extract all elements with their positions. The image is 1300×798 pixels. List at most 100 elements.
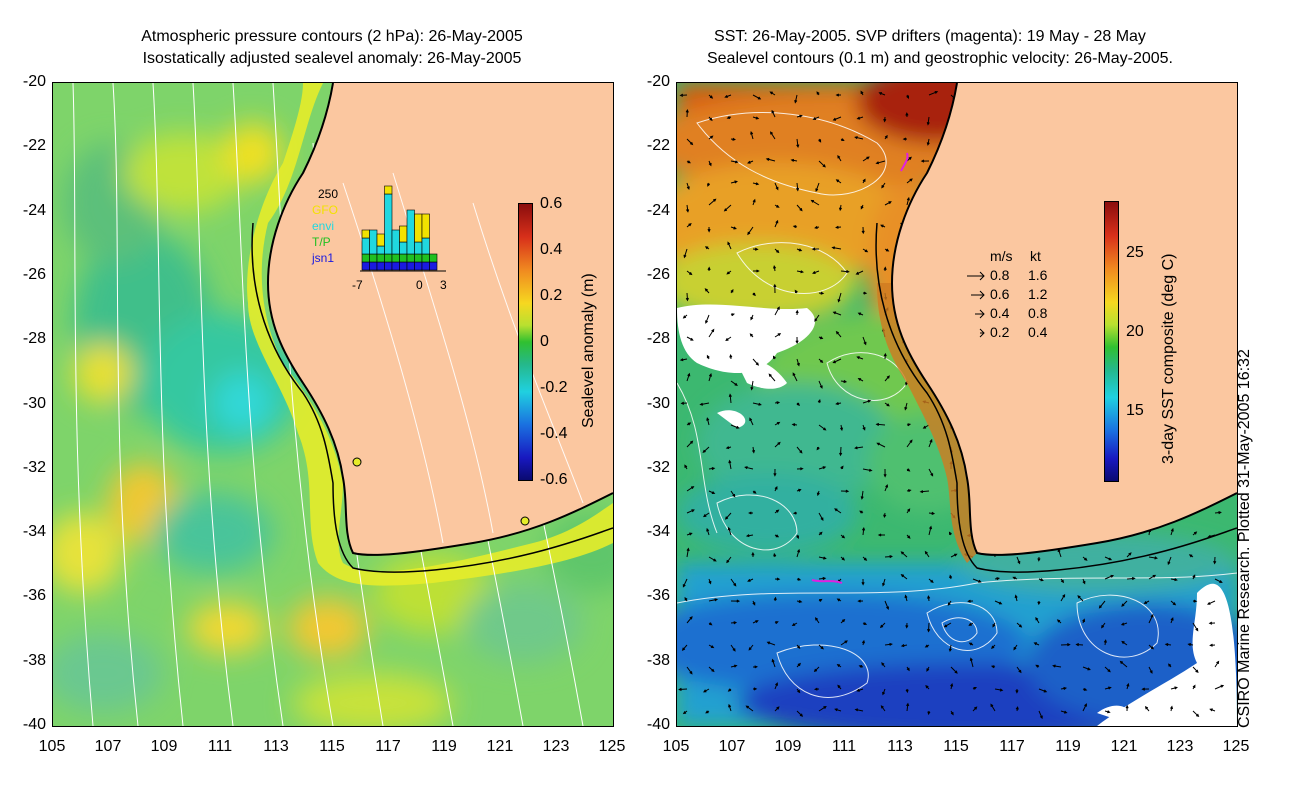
velocity-arrow (814, 314, 820, 322)
y-axis-tick-label: -36 (646, 587, 670, 605)
velocity-arrow (1035, 664, 1040, 668)
velocity-arrow (796, 644, 801, 649)
velocity-arrow (900, 551, 908, 558)
histogram-bar-jsn1 (384, 261, 393, 271)
velocity-arrow (875, 160, 886, 165)
velocity-arrow (1125, 704, 1129, 712)
velocity-arrow (794, 289, 798, 294)
velocity-arrow (744, 466, 754, 470)
velocity-arrow (752, 402, 762, 406)
velocity-arrow (1098, 600, 1106, 609)
velocity-arrow (795, 336, 799, 344)
velocity-arrow (730, 664, 738, 668)
velocity-arrow (686, 336, 694, 341)
x-axis-tick-label: 107 (94, 738, 122, 755)
velocity-arrow (1082, 618, 1086, 624)
velocity-arrow (774, 182, 779, 191)
velocity-arrow (817, 398, 821, 404)
velocity-arrow (774, 486, 778, 492)
velocity-arrow (774, 248, 780, 254)
histogram-bar-gfo (376, 233, 385, 247)
histogram-bar-envi (384, 193, 393, 255)
histogram-bar-tp (376, 253, 385, 263)
velocity-arrow (818, 598, 823, 602)
velocity-arrow (771, 658, 776, 668)
velocity-arrow (1015, 688, 1019, 694)
velocity-arrow (730, 490, 736, 498)
velocity-arrow (835, 330, 842, 338)
velocity-arrow (876, 442, 886, 448)
y-axis-tick-label: -30 (646, 394, 670, 412)
velocity-arrow (859, 510, 864, 514)
velocity-arrow (708, 135, 714, 140)
velocity-arrow (1148, 666, 1153, 674)
velocity-arrow (1035, 616, 1040, 624)
velocity-arrow (686, 222, 692, 228)
velocity-arrow (752, 292, 756, 297)
velocity-arrow (818, 531, 823, 536)
velocity-arrow (814, 617, 820, 624)
velocity-arrow (832, 311, 842, 316)
velocity-arrow (860, 204, 864, 210)
histogram-xtick: 0 (416, 278, 423, 292)
velocity-arrow (927, 622, 931, 633)
velocity-arrow (726, 270, 732, 275)
sst-colorbar-label: 3-day SST composite (deg C) (1160, 253, 1177, 464)
histogram-xtick: 3 (440, 278, 447, 292)
velocity-arrow (682, 314, 688, 319)
velocity-arrow (724, 94, 732, 98)
velocity-arrow (884, 201, 892, 206)
velocity-arrow (702, 512, 710, 518)
x-axis-tick-label: 109 (150, 738, 178, 755)
velocity-arrow (860, 90, 864, 96)
velocity-arrow (745, 534, 754, 538)
velocity-arrow (924, 550, 930, 558)
velocity-arrow (796, 534, 799, 539)
velocity-arrow (751, 551, 755, 558)
velocity-arrow (992, 622, 996, 628)
velocity-legend-header-kt: kt (1030, 248, 1041, 264)
x-axis-tick-label: 123 (1166, 738, 1194, 755)
velocity-arrow (705, 710, 710, 714)
velocity-arrow (796, 599, 803, 603)
x-axis-tick-label: 113 (887, 738, 913, 755)
velocity-arrow (884, 375, 890, 382)
altimeter-histogram (360, 185, 446, 272)
velocity-arrow (1168, 663, 1172, 668)
velocity-arrow (790, 158, 798, 162)
velocity-arrow (708, 556, 717, 562)
velocity-arrow (928, 525, 933, 536)
velocity-arrow (881, 182, 886, 189)
velocity-arrow (796, 248, 803, 252)
velocity-arrow (796, 204, 803, 212)
sealevel-colorbar-tick: -0.6 (540, 471, 568, 488)
velocity-arrow (926, 116, 930, 126)
sealevel-colorbar-tick: -0.4 (540, 425, 568, 442)
velocity-arrow (1170, 600, 1177, 606)
x-axis-tick-label: 121 (1110, 738, 1138, 755)
velocity-arrow (773, 264, 777, 272)
histogram-bar-envi (391, 229, 400, 255)
histogram-bar-jsn1 (429, 261, 438, 271)
velocity-arrow (1206, 600, 1216, 605)
velocity-arrow (884, 600, 889, 611)
shelf-edge (875, 222, 1237, 573)
velocity-arrow (686, 616, 693, 624)
histogram-bar-envi (369, 229, 378, 255)
velocity-arrow (838, 204, 843, 212)
velocity-arrow (704, 288, 710, 294)
velocity-arrow (752, 358, 760, 366)
velocity-arrow (1077, 595, 1084, 602)
anomaly-field (53, 123, 613, 726)
velocity-arrow (774, 204, 780, 208)
velocity-arrow (792, 511, 798, 515)
velocity-arrow (774, 219, 779, 228)
velocity-arrow (1126, 682, 1130, 690)
velocity-arrow (708, 328, 715, 338)
velocity-arrow (708, 94, 714, 99)
velocity-arrow (1148, 556, 1158, 560)
velocity-arrow (972, 706, 978, 712)
velocity-arrow (752, 182, 760, 186)
shelf-band (247, 83, 613, 586)
x-axis-tick-label: 119 (1055, 738, 1081, 755)
